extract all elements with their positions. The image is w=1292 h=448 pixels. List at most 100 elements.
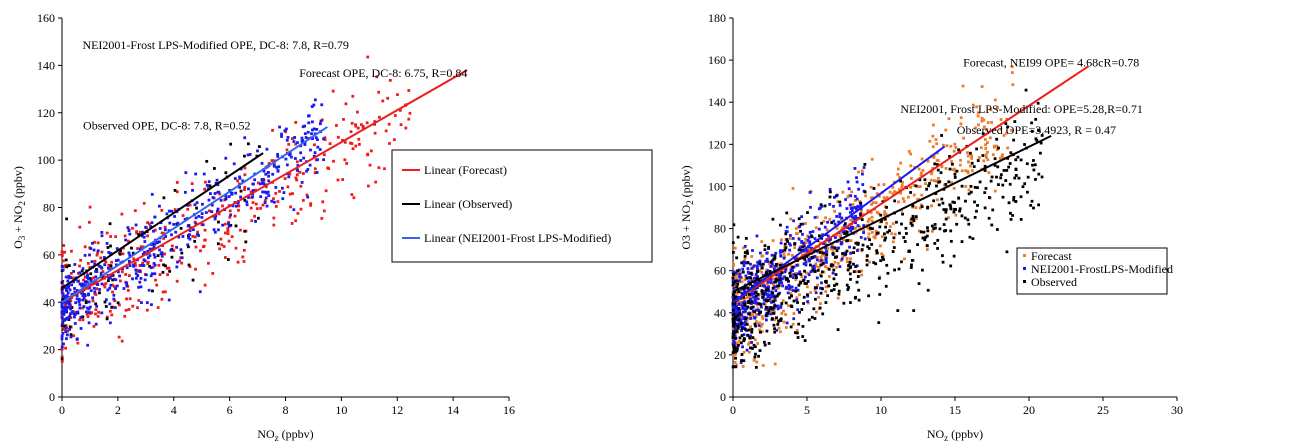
scatter-point <box>193 203 197 207</box>
scatter-point <box>853 167 857 170</box>
scatter-point <box>69 333 73 337</box>
scatter-point <box>224 156 228 160</box>
scatter-point <box>151 247 155 251</box>
scatter-point <box>842 301 846 305</box>
scatter-point <box>60 250 64 254</box>
scatter-point <box>743 251 747 254</box>
scatter-point <box>757 354 760 358</box>
scatter-point <box>929 178 933 182</box>
scatter-point <box>295 173 299 177</box>
scatter-point <box>95 304 99 308</box>
scatter-point <box>213 192 217 195</box>
scatter-point <box>289 155 293 159</box>
scatter-point <box>310 120 314 124</box>
scatter-point <box>819 203 823 207</box>
scatter-point <box>756 297 760 301</box>
scatter-point <box>747 312 751 316</box>
scatter-point <box>774 280 778 284</box>
scatter-point <box>886 230 890 234</box>
scatter-point <box>731 283 735 287</box>
scatter-point <box>86 315 90 319</box>
scatter-point <box>67 274 71 278</box>
scatter-point <box>72 280 76 284</box>
scatter-point <box>823 225 827 229</box>
scatter-point <box>267 174 271 178</box>
scatter-point <box>183 190 187 194</box>
scatter-point <box>785 285 788 289</box>
scatter-point <box>73 312 77 316</box>
scatter-point <box>841 255 845 258</box>
scatter-point <box>277 165 281 169</box>
scatter-point <box>369 149 373 153</box>
scatter-point <box>820 221 824 225</box>
scatter-point <box>838 200 842 204</box>
scatter-point <box>175 181 179 184</box>
scatter-point <box>264 172 268 176</box>
scatter-point <box>867 217 871 221</box>
scatter-point <box>746 267 750 270</box>
scatter-point <box>753 276 756 280</box>
scatter-point <box>751 278 755 282</box>
scatter-point <box>909 152 913 156</box>
scatter-point <box>163 290 167 294</box>
scatter-point <box>834 273 838 276</box>
scatter-point <box>910 263 913 267</box>
scatter-point <box>912 183 916 187</box>
scatter-point <box>742 317 746 320</box>
scatter-point <box>73 263 77 266</box>
scatter-point <box>108 309 112 313</box>
scatter-point <box>868 238 871 242</box>
scatter-point <box>759 303 763 306</box>
scatter-point <box>824 256 828 260</box>
scatter-point <box>83 283 87 287</box>
scatter-point <box>141 245 145 249</box>
scatter-point <box>118 274 122 278</box>
x-tick-label: 10 <box>335 403 347 417</box>
scatter-point <box>778 274 781 277</box>
scatter-point <box>859 204 863 207</box>
scatter-point <box>840 216 844 220</box>
scatter-point <box>925 234 929 238</box>
scatter-point <box>854 295 857 299</box>
scatter-point <box>870 196 873 200</box>
scatter-point <box>803 257 807 261</box>
scatter-point <box>870 243 874 246</box>
trendline-1 <box>61 152 264 289</box>
scatter-point <box>137 233 141 236</box>
scatter-point <box>739 287 743 291</box>
scatter-point <box>335 124 338 127</box>
scatter-point <box>736 271 740 275</box>
scatter-point <box>799 244 803 248</box>
scatter-point <box>738 272 742 276</box>
scatter-point <box>775 294 779 298</box>
scatter-point <box>746 261 750 264</box>
scatter-point <box>108 222 112 226</box>
scatter-point <box>188 203 192 207</box>
scatter-point <box>739 321 743 325</box>
scatter-point <box>833 209 836 213</box>
scatter-point <box>326 166 330 170</box>
scatter-point <box>125 266 129 270</box>
scatter-point <box>857 298 861 302</box>
scatter-point <box>877 276 881 280</box>
scatter-point <box>75 338 79 341</box>
scatter-point <box>331 89 335 93</box>
scatter-point <box>374 180 378 184</box>
scatter-point <box>756 275 759 279</box>
scatter-point <box>784 313 788 316</box>
scatter-point <box>293 157 297 160</box>
scatter-point <box>911 204 915 208</box>
scatter-point <box>749 317 753 320</box>
scatter-point <box>309 148 312 152</box>
scatter-point <box>930 224 934 228</box>
scatter-point <box>854 221 857 225</box>
scatter-point <box>995 148 999 151</box>
scatter-point <box>907 249 911 253</box>
scatter-point <box>407 117 411 121</box>
scatter-point <box>848 260 852 264</box>
scatter-point <box>808 240 812 244</box>
scatter-point <box>899 161 903 165</box>
scatter-point <box>93 259 97 263</box>
scatter-point <box>843 230 847 233</box>
scatter-point <box>888 190 892 194</box>
